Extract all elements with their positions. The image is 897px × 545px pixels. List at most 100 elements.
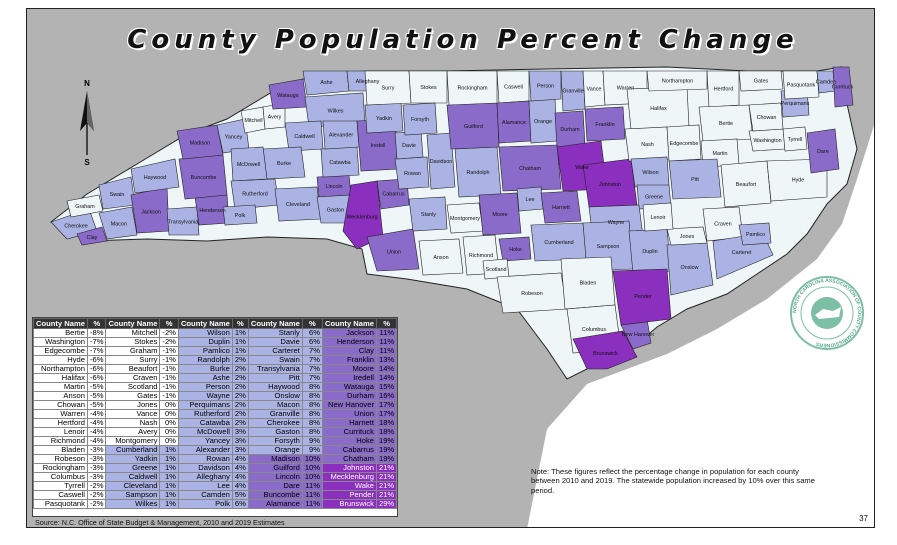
- county-percent-table: County Name % County Name % County Name …: [32, 317, 398, 517]
- county-label: Mitchell: [244, 118, 262, 124]
- county-label: Greene: [645, 195, 663, 201]
- county-label: Northampton: [662, 79, 693, 85]
- county-franklin: [584, 106, 626, 142]
- county-pct-cell: -2%: [86, 499, 107, 509]
- table-row: Rockingham -3% Greene 1% Davidson 4% Guilford 1…: [33, 463, 398, 473]
- table-row: Bertie -8% Mitchell -2% Wilson 1% Stanly 6% Jack…: [33, 328, 398, 338]
- county-label: Richmond: [469, 253, 493, 259]
- county-label: Onslow: [681, 265, 699, 271]
- map-title: County Population Percent Change: [127, 25, 799, 55]
- header-pct: %: [159, 318, 179, 329]
- county-label: Washington: [753, 138, 781, 144]
- county-label: Mecklenburg: [347, 215, 378, 221]
- county-label: Pitt: [691, 177, 699, 183]
- table-row: Hertford -4% Nash 0% Catawba 2% Cherokee 8% Harn…: [33, 418, 398, 428]
- north-arrow-icon: N S: [80, 79, 94, 167]
- county-label: Chowan: [757, 115, 777, 121]
- county-chatham: [498, 144, 562, 192]
- county-macon: [98, 206, 138, 240]
- county-label: Pasquotank: [787, 83, 816, 89]
- county-graham: [66, 194, 104, 218]
- county-label: Forsyth: [411, 117, 429, 123]
- county-union: [366, 228, 420, 272]
- county-label: Randolph: [466, 170, 489, 176]
- county-label: Currituck: [832, 85, 854, 91]
- county-label: Swain: [110, 192, 125, 198]
- county-label: Martin: [713, 151, 728, 157]
- county-label: Wake: [575, 165, 589, 171]
- county-label: Stanly: [421, 212, 436, 218]
- county-label: Johnston: [599, 182, 621, 188]
- compass-n: N: [84, 79, 90, 88]
- county-label: Burke: [277, 161, 291, 167]
- county-label: Halifax: [650, 106, 667, 112]
- county-label: Yadkin: [376, 116, 392, 122]
- county-harnett: [540, 190, 582, 224]
- table-row: Lenoir -4% Avery 0% McDowell 3% Gaston 8% Currit…: [33, 427, 398, 437]
- county-label: Cumberland: [544, 240, 573, 246]
- table-row: Anson -5% Gates -1% Wayne 2% Onslow 8% Durham 16%: [33, 391, 398, 401]
- county-pct-cell: 6%: [231, 499, 249, 509]
- county-label: Hoke: [509, 247, 522, 253]
- county-label: Nash: [641, 142, 654, 148]
- table-row: Robeson -3% Yadkin 1% Rowan 4% Madison 10% Chath…: [33, 454, 398, 464]
- table-row: Martin -5% Scotland -1% Person 2% Haywood 8% Wat…: [33, 382, 398, 392]
- county-label: Franklin: [595, 122, 614, 128]
- header-name: County Name: [247, 318, 303, 329]
- county-label: Madison: [190, 141, 210, 147]
- county-label: Lincoln: [325, 184, 342, 190]
- county-label: Moore: [492, 212, 507, 218]
- county-label: Harnett: [552, 205, 570, 211]
- compass-s: S: [84, 158, 90, 167]
- table-row: Columbus -3% Caldwell 1% Alleghany 4% Lincoln 1…: [33, 472, 398, 482]
- county-moore: [478, 192, 522, 236]
- counties-layer: [50, 66, 854, 370]
- county-label: Jackson: [141, 210, 161, 216]
- page-number: 37: [859, 514, 868, 523]
- county-label: Brunswick: [593, 351, 618, 357]
- county-label: Cherokee: [64, 223, 87, 229]
- county-label: Surry: [382, 86, 395, 92]
- county-hertford: [706, 70, 740, 108]
- county-label: Macon: [111, 222, 127, 228]
- header-pct: %: [375, 318, 398, 329]
- county-transylvania: [166, 206, 200, 236]
- county-label: Ashe: [320, 80, 332, 86]
- county-label: Cleveland: [286, 202, 310, 208]
- county-label: Transylvania: [168, 220, 198, 226]
- table-row: Hyde -6% Surry -1% Randolph 2% Swain 7% Franklin…: [33, 355, 398, 365]
- header-name: County Name: [177, 318, 233, 329]
- county-label: Bertie: [719, 121, 733, 127]
- header-name: County Name: [105, 318, 161, 329]
- county-jones: [666, 226, 708, 246]
- county-label: Caldwell: [294, 134, 314, 140]
- county-label: Granville: [562, 89, 583, 95]
- data-table: County Name % County Name % County Name …: [33, 318, 398, 509]
- county-label: Camden: [816, 80, 836, 86]
- county-madison: [176, 124, 224, 160]
- county-beaufort: [720, 160, 772, 208]
- county-label: Wilson: [642, 170, 658, 176]
- table-row: Northampton -6% Beaufort -1% Burke 2% Transylv…: [33, 364, 398, 374]
- county-label: Duplin: [642, 249, 657, 255]
- county-label: Columbus: [582, 327, 607, 333]
- county-label: Montgomery: [450, 216, 480, 222]
- table-body: Bertie -8% Mitchell -2% Wilson 1% Stanly 6% Jack…: [33, 328, 398, 509]
- table-row: Richmond -4% Montgomery 0% Yancey 3% Forsyth 9%…: [33, 436, 398, 446]
- county-gates: [738, 70, 784, 92]
- county-tyrrell: [782, 126, 808, 152]
- county-label: Cabarrus: [382, 192, 404, 198]
- county-label: Davie: [402, 143, 416, 149]
- county-label: Bladen: [580, 281, 597, 287]
- county-label: Anson: [433, 255, 448, 261]
- county-label: Union: [387, 250, 401, 256]
- county-label: Alamance: [502, 120, 526, 126]
- county-label: Haywood: [144, 175, 166, 181]
- county-label: Edgecombe: [670, 141, 699, 147]
- ncacc-seal-icon: NORTH CAROLINA ASSOCIATION OF COUNTY COM…: [790, 276, 864, 350]
- county-edgecombe: [666, 124, 702, 162]
- county-pct-cell: 11%: [301, 499, 324, 509]
- county-label: Durham: [560, 127, 580, 133]
- table-row: Pasquotank -2% Wilkes 1% Polk 6% Alamance 11% Br…: [33, 499, 398, 509]
